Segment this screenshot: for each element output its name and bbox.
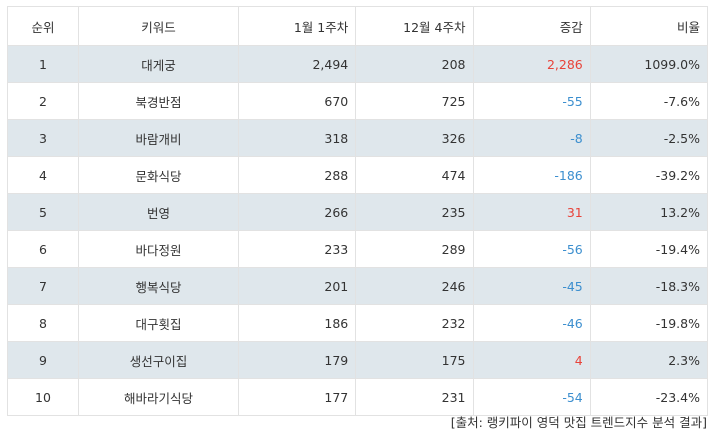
table-row: 5 번영 266 235 31 13.2%: [7, 193, 709, 231]
cell-jan-week1: 288: [237, 156, 357, 194]
cell-jan-week1: 318: [237, 119, 357, 157]
table-row: 10 해바라기식당 177 231 -54 -23.4%: [7, 378, 709, 416]
cell-keyword: 대게궁: [78, 45, 239, 83]
cell-keyword: 행복식당: [78, 267, 239, 305]
cell-ratio: 13.2%: [589, 193, 709, 231]
cell-keyword: 해바라기식당: [78, 378, 239, 416]
trend-table-container: 순위 키워드 1월 1주차 12월 4주차 증감 비율 1 대게궁 2,494 208…: [7, 6, 709, 416]
cell-change: 2,286: [472, 45, 591, 83]
cell-keyword: 바다정원: [78, 230, 239, 268]
table-row: 7 행복식당 201 246 -45 -18.3%: [7, 267, 709, 305]
table-row: 3 바람개비 318 326 -8 -2.5%: [7, 119, 709, 157]
cell-ratio: 1099.0%: [589, 45, 709, 83]
header-dec-week4: 12월 4주차: [355, 6, 474, 46]
cell-change: -56: [472, 230, 591, 268]
cell-keyword: 북경반점: [78, 82, 239, 120]
table-row: 1 대게궁 2,494 208 2,286 1099.0%: [7, 45, 709, 83]
cell-jan-week1: 201: [237, 267, 357, 305]
cell-jan-week1: 186: [237, 304, 357, 342]
cell-ratio: -39.2%: [589, 156, 709, 194]
cell-jan-week1: 2,494: [237, 45, 357, 83]
cell-rank: 6: [7, 230, 79, 268]
cell-dec-week4: 175: [355, 341, 474, 379]
table-row: 8 대구횟집 186 232 -46 -19.8%: [7, 304, 709, 342]
cell-dec-week4: 231: [355, 378, 474, 416]
cell-change: 31: [472, 193, 591, 231]
cell-rank: 7: [7, 267, 79, 305]
cell-change: -46: [472, 304, 591, 342]
cell-keyword: 바람개비: [78, 119, 239, 157]
cell-rank: 8: [7, 304, 79, 342]
cell-keyword: 생선구이집: [78, 341, 239, 379]
cell-rank: 9: [7, 341, 79, 379]
cell-ratio: -19.8%: [589, 304, 709, 342]
header-jan-week1: 1월 1주차: [237, 6, 357, 46]
cell-jan-week1: 179: [237, 341, 357, 379]
cell-dec-week4: 289: [355, 230, 474, 268]
cell-dec-week4: 232: [355, 304, 474, 342]
cell-jan-week1: 266: [237, 193, 357, 231]
cell-rank: 1: [7, 45, 79, 83]
header-change: 증감: [472, 6, 591, 46]
cell-ratio: -2.5%: [589, 119, 709, 157]
table-row: 2 북경반점 670 725 -55 -7.6%: [7, 82, 709, 120]
cell-rank: 2: [7, 82, 79, 120]
cell-change: 4: [472, 341, 591, 379]
cell-keyword: 번영: [78, 193, 239, 231]
cell-change: -8: [472, 119, 591, 157]
cell-dec-week4: 326: [355, 119, 474, 157]
cell-dec-week4: 235: [355, 193, 474, 231]
table-header-row: 순위 키워드 1월 1주차 12월 4주차 증감 비율: [7, 6, 709, 46]
cell-change: -55: [472, 82, 591, 120]
source-caption: [출처: 랭키파이 영덕 맛집 트렌드지수 분석 결과]: [450, 415, 707, 430]
cell-rank: 3: [7, 119, 79, 157]
cell-jan-week1: 670: [237, 82, 357, 120]
table-row: 6 바다정원 233 289 -56 -19.4%: [7, 230, 709, 268]
header-keyword: 키워드: [78, 6, 239, 46]
cell-change: -45: [472, 267, 591, 305]
cell-rank: 10: [7, 378, 79, 416]
table-row: 4 문화식당 288 474 -186 -39.2%: [7, 156, 709, 194]
cell-dec-week4: 474: [355, 156, 474, 194]
cell-rank: 4: [7, 156, 79, 194]
header-ratio: 비율: [589, 6, 709, 46]
trend-table: 순위 키워드 1월 1주차 12월 4주차 증감 비율 1 대게궁 2,494 208…: [7, 6, 709, 416]
cell-keyword: 문화식당: [78, 156, 239, 194]
cell-ratio: 2.3%: [589, 341, 709, 379]
cell-change: -54: [472, 378, 591, 416]
cell-dec-week4: 208: [355, 45, 474, 83]
cell-dec-week4: 246: [355, 267, 474, 305]
cell-jan-week1: 233: [237, 230, 357, 268]
cell-jan-week1: 177: [237, 378, 357, 416]
cell-dec-week4: 725: [355, 82, 474, 120]
cell-ratio: -7.6%: [589, 82, 709, 120]
cell-rank: 5: [7, 193, 79, 231]
cell-keyword: 대구횟집: [78, 304, 239, 342]
cell-ratio: -23.4%: [589, 378, 709, 416]
cell-change: -186: [472, 156, 591, 194]
cell-ratio: -18.3%: [589, 267, 709, 305]
table-row: 9 생선구이집 179 175 4 2.3%: [7, 341, 709, 379]
cell-ratio: -19.4%: [589, 230, 709, 268]
header-rank: 순위: [7, 6, 79, 46]
table-body: 1 대게궁 2,494 208 2,286 1099.0% 2 북경반점 670 725 -55 -7…: [7, 45, 709, 416]
